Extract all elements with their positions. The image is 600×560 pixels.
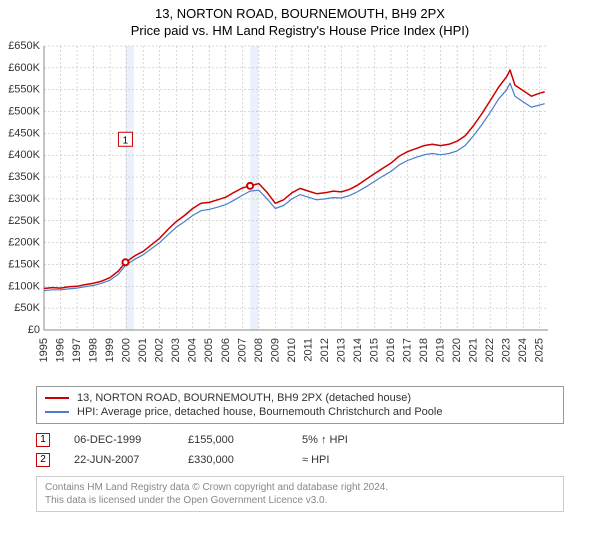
legend-row: HPI: Average price, detached house, Bour… [45, 405, 555, 419]
svg-text:2016: 2016 [385, 338, 397, 362]
marker-date: 22-JUN-2007 [74, 454, 164, 466]
svg-text:£550K: £550K [8, 83, 40, 95]
svg-text:2000: 2000 [121, 338, 133, 362]
svg-text:2012: 2012 [319, 338, 331, 362]
svg-text:2020: 2020 [451, 338, 463, 362]
chart-svg: £0 £50K £100K £150K £200K £250K £300K £350K £400… [0, 40, 560, 380]
svg-text:£50K: £50K [14, 302, 40, 314]
svg-text:2008: 2008 [253, 338, 265, 362]
svg-text:£450K: £450K [8, 127, 40, 139]
svg-text:2017: 2017 [402, 338, 414, 362]
svg-text:1997: 1997 [71, 338, 83, 362]
legend-swatch [45, 411, 69, 413]
svg-text:2011: 2011 [302, 338, 314, 362]
svg-text:2010: 2010 [286, 338, 298, 362]
svg-text:2007: 2007 [236, 338, 248, 362]
svg-text:2009: 2009 [269, 338, 281, 362]
svg-text:2019: 2019 [435, 338, 447, 362]
svg-text:£250K: £250K [8, 215, 40, 227]
svg-text:2005: 2005 [203, 338, 215, 362]
footer-box: Contains HM Land Registry data © Crown c… [36, 476, 564, 512]
svg-text:1996: 1996 [55, 338, 67, 362]
svg-text:2022: 2022 [484, 338, 496, 362]
legend-label: 13, NORTON ROAD, BOURNEMOUTH, BH9 2PX (d… [77, 392, 411, 404]
svg-text:2021: 2021 [468, 338, 480, 362]
svg-text:£400K: £400K [8, 149, 40, 161]
svg-text:2024: 2024 [517, 338, 529, 362]
svg-text:£150K: £150K [8, 258, 40, 270]
svg-text:1995: 1995 [38, 338, 50, 362]
svg-text:2013: 2013 [335, 338, 347, 362]
svg-text:£350K: £350K [8, 171, 40, 183]
svg-text:£100K: £100K [8, 280, 40, 292]
marker-price: £330,000 [188, 454, 278, 466]
svg-text:£500K: £500K [8, 105, 40, 117]
footer-line: This data is licensed under the Open Gov… [45, 494, 555, 507]
marker-vs-hpi: ≈ HPI [302, 454, 392, 466]
svg-text:2018: 2018 [418, 338, 430, 362]
svg-text:2006: 2006 [220, 338, 232, 362]
marker-row: 2 22-JUN-2007 £330,000 ≈ HPI [36, 450, 564, 470]
marker-square: 1 [36, 433, 50, 447]
chart-area: £0 £50K £100K £150K £200K £250K £300K £350K £400… [0, 40, 600, 380]
svg-text:1: 1 [123, 135, 129, 146]
legend-swatch [45, 397, 69, 399]
legend-row: 13, NORTON ROAD, BOURNEMOUTH, BH9 2PX (d… [45, 391, 555, 405]
svg-text:£650K: £650K [8, 40, 40, 52]
marker-vs-hpi: 5% ↑ HPI [302, 434, 392, 446]
footer-line: Contains HM Land Registry data © Crown c… [45, 481, 555, 494]
svg-text:£200K: £200K [8, 236, 40, 248]
legend-box: 13, NORTON ROAD, BOURNEMOUTH, BH9 2PX (d… [36, 386, 564, 424]
marker-table: 1 06-DEC-1999 £155,000 5% ↑ HPI 2 22-JUN… [36, 430, 564, 470]
svg-text:1999: 1999 [104, 338, 116, 362]
svg-text:2003: 2003 [170, 338, 182, 362]
marker-square: 2 [36, 453, 50, 467]
marker-row: 1 06-DEC-1999 £155,000 5% ↑ HPI [36, 430, 564, 450]
legend-label: HPI: Average price, detached house, Bour… [77, 406, 442, 418]
svg-text:2015: 2015 [368, 338, 380, 362]
svg-text:£600K: £600K [8, 62, 40, 74]
svg-text:1998: 1998 [88, 338, 100, 362]
title-subtitle: Price paid vs. HM Land Registry's House … [0, 23, 600, 40]
svg-text:2004: 2004 [187, 338, 199, 362]
marker-price: £155,000 [188, 434, 278, 446]
title-block: 13, NORTON ROAD, BOURNEMOUTH, BH9 2PX Pr… [0, 0, 600, 40]
svg-text:£300K: £300K [8, 193, 40, 205]
svg-text:2014: 2014 [352, 338, 364, 362]
svg-text:2002: 2002 [154, 338, 166, 362]
marker-date: 06-DEC-1999 [74, 434, 164, 446]
title-address: 13, NORTON ROAD, BOURNEMOUTH, BH9 2PX [0, 6, 600, 23]
svg-text:2023: 2023 [501, 338, 513, 362]
svg-text:2025: 2025 [534, 338, 546, 362]
svg-text:£0: £0 [28, 324, 40, 336]
svg-text:2001: 2001 [137, 338, 149, 362]
